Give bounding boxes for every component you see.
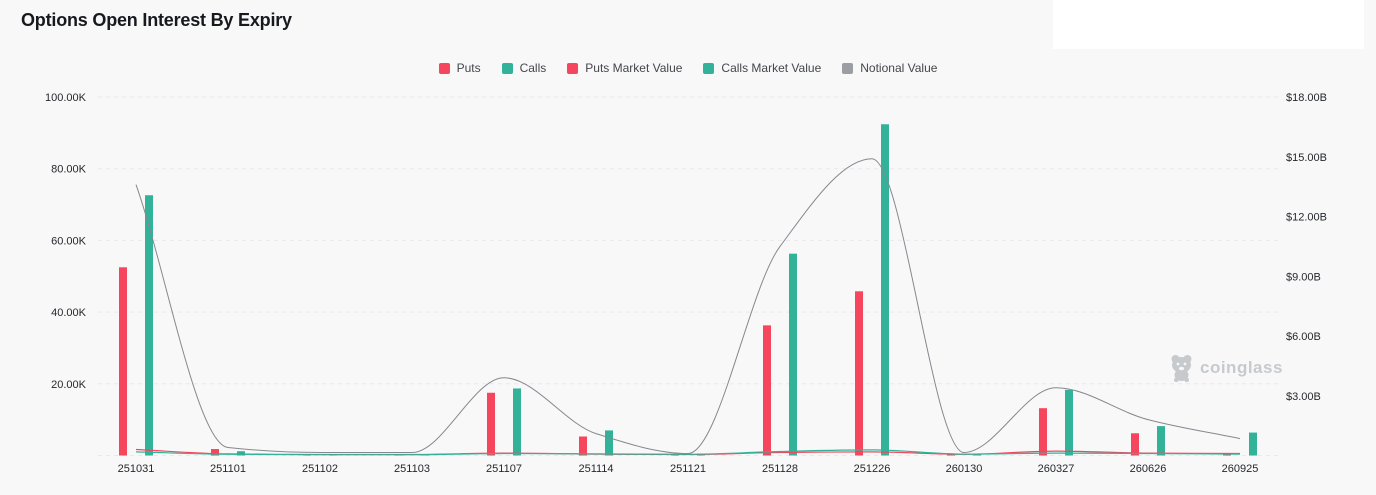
legend-item-notional-value[interactable]: Notional Value: [842, 61, 937, 75]
bar-puts-260327[interactable]: [1039, 408, 1047, 456]
legend-item-puts-market-value[interactable]: Puts Market Value: [567, 61, 682, 75]
bar-calls-251226[interactable]: [881, 124, 889, 456]
x-axis-label-251114: 251114: [578, 463, 613, 475]
bar-calls-260327[interactable]: [1065, 389, 1073, 456]
x-axis-label-260626: 260626: [1130, 463, 1167, 475]
x-axis-label-251121: 251121: [670, 463, 706, 475]
x-axis-label-260327: 260327: [1038, 463, 1075, 475]
notional-value-swatch-icon: [842, 62, 854, 74]
right-axis-tick: $18.00B: [1286, 92, 1327, 104]
legend-item-calls[interactable]: Calls: [501, 61, 547, 75]
bar-calls-251031[interactable]: [145, 195, 153, 456]
x-axis-label-260130: 260130: [946, 463, 983, 475]
x-axis-label-260925: 260925: [1222, 463, 1259, 475]
left-axis-tick: 60.00K: [51, 235, 87, 247]
x-axis-label-251102: 251102: [302, 463, 338, 475]
x-axis-label-251128: 251128: [762, 463, 798, 475]
bar-puts-251128[interactable]: [763, 325, 771, 456]
right-axis-tick: $6.00B: [1286, 331, 1321, 343]
coinglass-bear-icon: [1171, 355, 1192, 382]
legend-label: Calls: [519, 61, 547, 75]
x-axis-label-251107: 251107: [486, 463, 522, 475]
bar-puts-251226[interactable]: [855, 291, 863, 456]
bar-calls-251107[interactable]: [513, 388, 521, 456]
page-title: Options Open Interest By Expiry: [21, 10, 292, 30]
x-axis-label-251101: 251101: [210, 463, 246, 475]
bar-calls-251114[interactable]: [605, 430, 613, 456]
x-axis-label-251031: 251031: [118, 463, 155, 475]
bar-puts-260130[interactable]: [947, 454, 955, 456]
calls-swatch-icon: [501, 62, 513, 74]
overlay-panel: [1053, 0, 1364, 49]
right-axis-tick: $3.00B: [1286, 391, 1321, 403]
legend-label: Puts Market Value: [585, 61, 683, 75]
bar-puts-251114[interactable]: [579, 436, 587, 456]
legend: Puts Calls Puts Market Value Calls Marke…: [0, 61, 1376, 75]
x-axis-label-251103: 251103: [394, 463, 430, 475]
x-axis-label-251226: 251226: [854, 463, 891, 475]
bar-calls-260925[interactable]: [1249, 432, 1257, 456]
bar-puts-251107[interactable]: [487, 392, 495, 456]
bar-puts-260626[interactable]: [1131, 433, 1139, 456]
line-calls-market-value: [135, 449, 1241, 456]
calls-market-value-swatch-icon: [703, 62, 715, 74]
bar-puts-251101[interactable]: [211, 449, 219, 456]
bar-calls-251101[interactable]: [237, 451, 245, 456]
right-axis-tick: $15.00B: [1286, 152, 1327, 164]
bar-calls-251128[interactable]: [789, 253, 797, 456]
right-axis-tick: $12.00B: [1286, 212, 1327, 224]
puts-market-value-swatch-icon: [567, 62, 579, 74]
bar-calls-260626[interactable]: [1157, 426, 1165, 456]
watermark-label: coinglass: [1200, 358, 1283, 377]
legend-item-calls-market-value[interactable]: Calls Market Value: [703, 61, 821, 75]
right-axis-tick: $9.00B: [1286, 271, 1321, 283]
left-axis-tick: 80.00K: [51, 164, 87, 176]
line-notional-value: [135, 158, 1241, 455]
legend-label: Puts: [456, 61, 481, 75]
legend-label: Notional Value: [860, 61, 938, 75]
coinglass-watermark: coinglass: [1170, 354, 1283, 382]
legend-label: Calls Market Value: [721, 61, 822, 75]
left-axis-tick: 40.00K: [51, 307, 87, 319]
left-axis-tick: 100.00K: [45, 92, 87, 104]
left-axis-tick: 20.00K: [51, 379, 87, 391]
legend-item-puts[interactable]: Puts: [438, 61, 481, 75]
bar-puts-251031[interactable]: [119, 267, 127, 456]
puts-swatch-icon: [438, 62, 450, 74]
